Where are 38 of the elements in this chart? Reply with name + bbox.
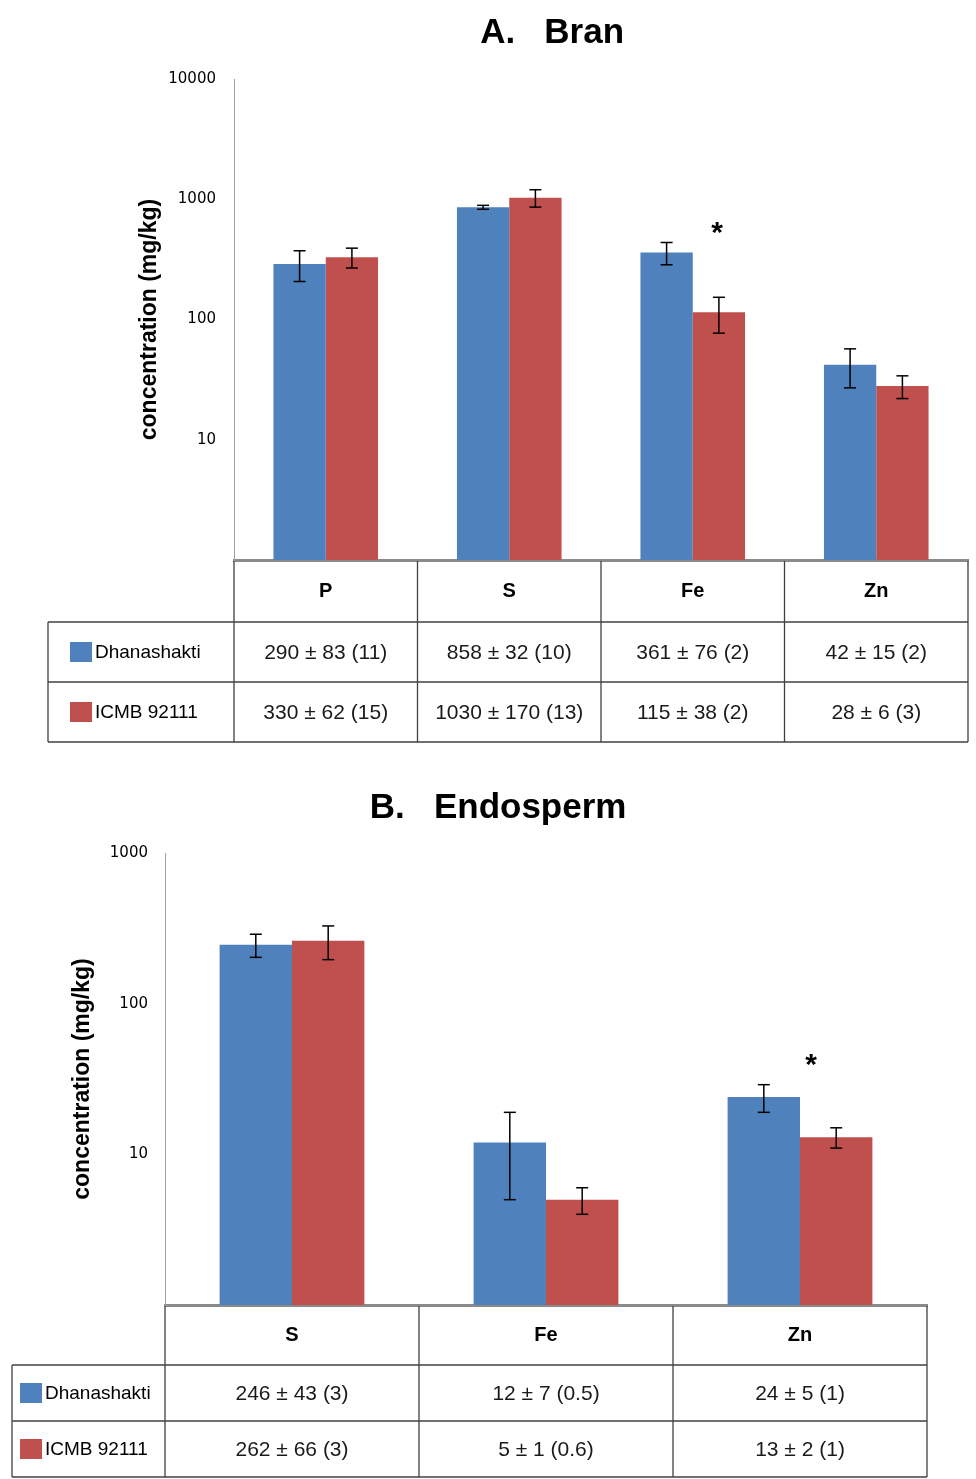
annotation: * <box>805 1046 818 1080</box>
data-label: 330 ± 62 (15) <box>263 699 389 723</box>
x-tick-label: Fe <box>681 578 705 601</box>
y-tick-label: 10 <box>128 1144 148 1163</box>
x-tick-label: Zn <box>787 1322 813 1345</box>
x-tick-label: P <box>319 578 333 601</box>
chart-title: B. Endosperm <box>369 785 627 825</box>
y-tick-label: 1000 <box>177 189 216 208</box>
data-label: 858 ± 32 (10) <box>446 639 572 663</box>
data-label: 361 ± 76 (2) <box>636 639 750 663</box>
data-label: 28 ± 6 (3) <box>831 699 922 723</box>
data-label: 1030 ± 170 (13) <box>435 699 584 723</box>
legend-label: ICMB 92111 <box>45 1438 148 1460</box>
y-tick-label: 100 <box>187 309 216 328</box>
y-tick-label: 100 <box>119 993 148 1012</box>
x-tick-label: S <box>502 578 516 601</box>
data-label: 12 ± 7 (0.5) <box>492 1380 600 1404</box>
chart-title: A. Bran <box>480 10 625 50</box>
x-tick-label: Zn <box>864 578 889 601</box>
data-label: 262 ± 66 (3) <box>235 1436 349 1460</box>
legend-label: Dhanashakti <box>95 641 201 663</box>
y-axis-title: concentration (mg/kg) <box>135 198 162 441</box>
legend-label: ICMB 92111 <box>95 701 198 723</box>
data-label: 115 ± 38 (2) <box>636 699 749 723</box>
legend-label: Dhanashakti <box>45 1382 151 1404</box>
y-tick-label: 10000 <box>168 68 216 87</box>
annotation: * <box>711 214 724 248</box>
y-tick-label: 10 <box>196 429 216 448</box>
x-tick-label: S <box>285 1322 299 1345</box>
data-label: 42 ± 15 (2) <box>825 639 927 663</box>
x-tick-label: Fe <box>534 1322 558 1345</box>
data-label: 290 ± 83 (11) <box>264 639 388 663</box>
data-label: 13 ± 2 (1) <box>755 1436 845 1460</box>
y-tick-label: 1000 <box>109 842 148 861</box>
data-label: 24 ± 5 (1) <box>755 1380 845 1404</box>
data-label: 5 ± 1 (0.6) <box>498 1436 594 1460</box>
y-axis-title: concentration (mg/kg) <box>68 958 95 1200</box>
data-label: 246 ± 43 (3) <box>235 1380 349 1404</box>
